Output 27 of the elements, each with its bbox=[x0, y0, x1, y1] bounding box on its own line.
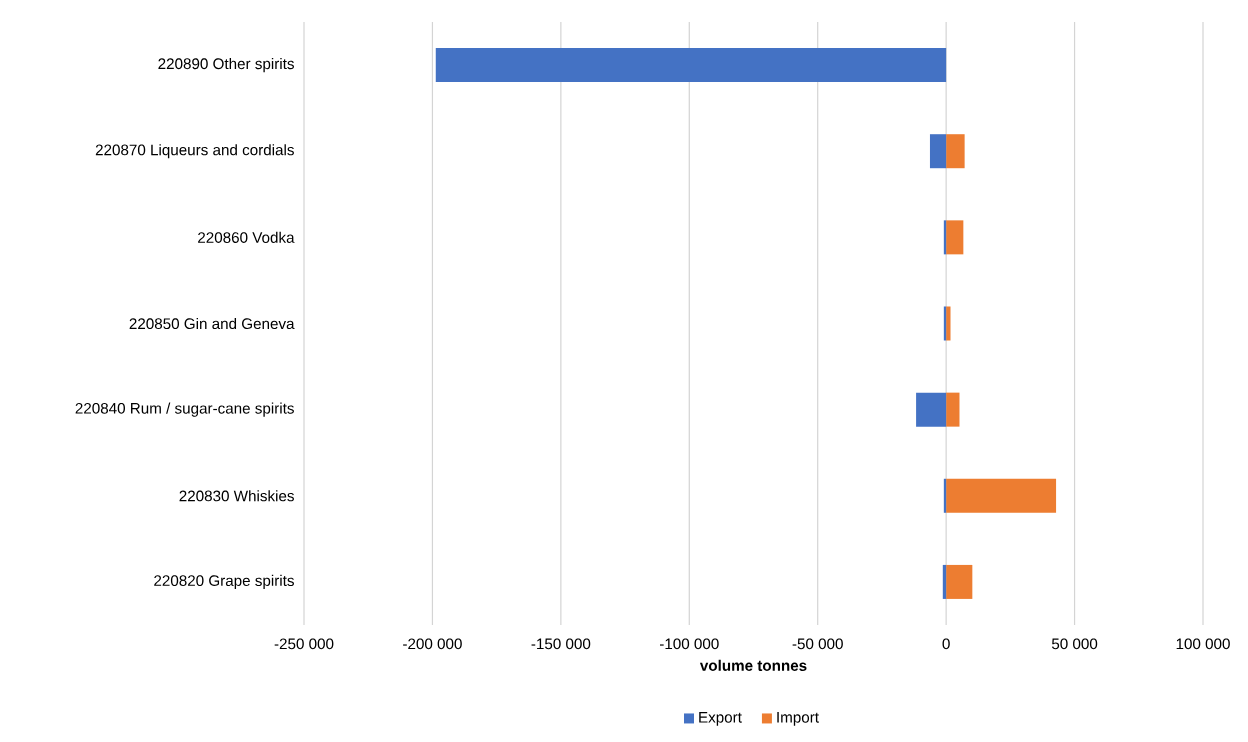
x-tick-label: -50 000 bbox=[792, 638, 843, 650]
legend-label: Import bbox=[777, 712, 819, 726]
x-tick-label: 0 bbox=[942, 638, 950, 650]
y-tick-label: 220860 Vodka bbox=[198, 231, 295, 243]
bar bbox=[946, 134, 965, 169]
legend-label: Export bbox=[699, 712, 742, 726]
bar bbox=[946, 564, 973, 599]
x-tick-label: -250 000 bbox=[274, 638, 334, 650]
bar bbox=[916, 392, 947, 427]
bar bbox=[929, 134, 947, 169]
bar bbox=[946, 392, 960, 427]
y-tick-label: 220840 Rum / sugar-cane spirits bbox=[75, 402, 294, 417]
y-tick-label: 220850 Gin and Geneva bbox=[129, 317, 295, 330]
x-tick-label: -200 000 bbox=[403, 638, 462, 650]
x-tick-label: -100 000 bbox=[659, 638, 719, 650]
y-tick-label: 220820 Grape spirits bbox=[154, 574, 294, 590]
x-tick-label: 100 000 bbox=[1176, 638, 1230, 650]
x-tick-label: 50 000 bbox=[1051, 638, 1098, 650]
y-tick-label: 220890 Other spirits bbox=[158, 57, 294, 73]
y-tick-label: 220870 Liqueurs and cordials bbox=[95, 144, 294, 159]
bar bbox=[946, 306, 951, 341]
x-axis-title: volume tonnes bbox=[699, 659, 807, 671]
y-tick-label: 220830 Whiskies bbox=[179, 490, 294, 502]
x-tick-label: -150 000 bbox=[531, 638, 591, 650]
bar bbox=[946, 220, 964, 255]
bar bbox=[946, 478, 1057, 513]
bar bbox=[435, 48, 947, 83]
